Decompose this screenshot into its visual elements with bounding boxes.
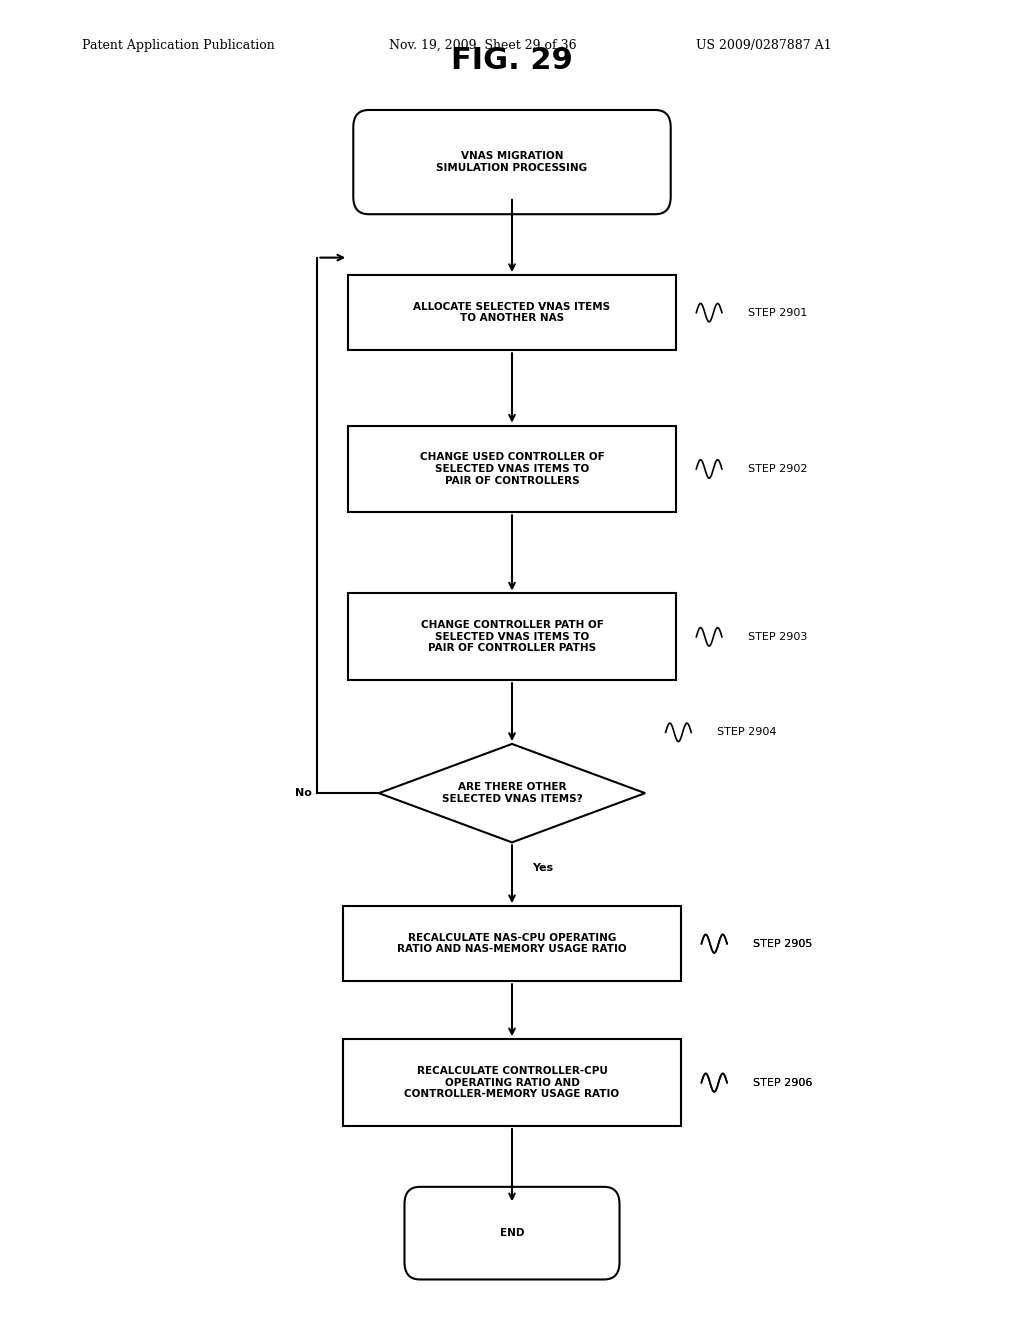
Text: RECALCULATE NAS-CPU OPERATING
RATIO AND NAS-MEMORY USAGE RATIO: RECALCULATE NAS-CPU OPERATING RATIO AND … (397, 933, 627, 954)
FancyBboxPatch shape (353, 110, 671, 214)
FancyBboxPatch shape (343, 1039, 681, 1126)
FancyBboxPatch shape (404, 1187, 620, 1279)
FancyBboxPatch shape (348, 425, 676, 512)
FancyBboxPatch shape (343, 906, 681, 981)
Text: END: END (500, 1228, 524, 1238)
Text: STEP 2905: STEP 2905 (753, 939, 812, 949)
Text: ARE THERE OTHER
SELECTED VNAS ITEMS?: ARE THERE OTHER SELECTED VNAS ITEMS? (441, 783, 583, 804)
Text: STEP 2904: STEP 2904 (717, 727, 776, 738)
Text: STEP 2905: STEP 2905 (753, 939, 812, 949)
Text: STEP 2906: STEP 2906 (753, 1077, 812, 1088)
Polygon shape (379, 744, 645, 842)
Text: CHANGE USED CONTROLLER OF
SELECTED VNAS ITEMS TO
PAIR OF CONTROLLERS: CHANGE USED CONTROLLER OF SELECTED VNAS … (420, 453, 604, 486)
Text: STEP 2902: STEP 2902 (748, 463, 807, 474)
FancyBboxPatch shape (348, 594, 676, 680)
Text: CHANGE CONTROLLER PATH OF
SELECTED VNAS ITEMS TO
PAIR OF CONTROLLER PATHS: CHANGE CONTROLLER PATH OF SELECTED VNAS … (421, 620, 603, 653)
Text: STEP 2901: STEP 2901 (748, 308, 807, 318)
Text: VNAS MIGRATION
SIMULATION PROCESSING: VNAS MIGRATION SIMULATION PROCESSING (436, 152, 588, 173)
Text: STEP 2903: STEP 2903 (748, 632, 807, 642)
Text: FIG. 29: FIG. 29 (451, 46, 573, 75)
Text: Patent Application Publication: Patent Application Publication (82, 38, 274, 51)
Text: RECALCULATE CONTROLLER-CPU
OPERATING RATIO AND
CONTROLLER-MEMORY USAGE RATIO: RECALCULATE CONTROLLER-CPU OPERATING RAT… (404, 1067, 620, 1100)
Text: Yes: Yes (532, 863, 554, 873)
Text: STEP 2906: STEP 2906 (753, 1077, 812, 1088)
Text: Nov. 19, 2009  Sheet 29 of 36: Nov. 19, 2009 Sheet 29 of 36 (389, 38, 577, 51)
FancyBboxPatch shape (348, 275, 676, 350)
Text: No: No (296, 788, 312, 799)
Text: US 2009/0287887 A1: US 2009/0287887 A1 (696, 38, 831, 51)
Text: ALLOCATE SELECTED VNAS ITEMS
TO ANOTHER NAS: ALLOCATE SELECTED VNAS ITEMS TO ANOTHER … (414, 302, 610, 323)
